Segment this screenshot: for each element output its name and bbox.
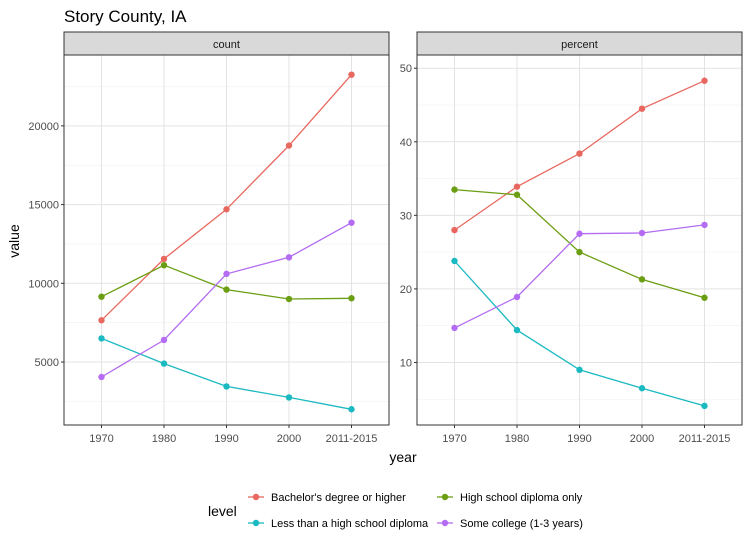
y-tick-label: 30 <box>400 210 412 222</box>
data-point <box>98 373 105 381</box>
data-point <box>576 230 583 237</box>
x-tick-label: 1990 <box>214 433 238 445</box>
x-tick-label: 1980 <box>505 433 529 445</box>
panel-percent: percent 10 20 30 40 50 1970 1980 1990 2000 2011-20… <box>400 31 743 445</box>
x-tick-label: 2011-2015 <box>679 433 731 445</box>
data-point <box>285 254 293 261</box>
legend-key-point <box>252 519 260 527</box>
data-point <box>348 71 355 78</box>
legend-key-point <box>441 493 449 501</box>
data-point <box>98 317 105 324</box>
data-point <box>701 402 708 410</box>
legend-item-high-school-diploma-only: High school diploma only <box>437 492 583 504</box>
series-less-than-a-high-school-diploma <box>98 335 355 413</box>
y-tick-label: 20 <box>400 284 412 296</box>
data-point <box>223 206 230 213</box>
y-tick-label: 15000 <box>28 200 59 212</box>
data-point <box>576 150 583 157</box>
data-point <box>285 394 293 401</box>
legend-item-bachelor-s-degree-or-higher: Bachelor's degree or higher <box>248 492 406 504</box>
data-point <box>348 406 355 413</box>
data-point <box>160 336 168 344</box>
data-point <box>513 293 521 301</box>
data-point <box>513 326 521 334</box>
data-point <box>451 324 458 332</box>
y-tick-label: 5000 <box>35 357 59 369</box>
y-tick-label: 20000 <box>28 121 59 133</box>
y-tick-label: 10000 <box>28 278 59 290</box>
panel-border <box>63 54 390 426</box>
data-point <box>451 226 458 234</box>
data-point <box>348 295 355 302</box>
data-point <box>160 360 168 367</box>
data-point <box>285 142 293 149</box>
facet-strip-label: count <box>213 39 240 51</box>
series-bachelor-s-degree-or-higher <box>451 77 708 234</box>
data-point <box>160 261 168 269</box>
legend-label: Less than a high school diploma <box>271 518 429 530</box>
legend-label: Bachelor's degree or higher <box>271 492 406 504</box>
series-some-college-1-3-years <box>451 221 708 332</box>
x-tick-label: 2000 <box>630 433 654 445</box>
legend-label: High school diploma only <box>460 492 583 504</box>
legend-label: Some college (1-3 years) <box>460 518 583 530</box>
data-point <box>348 219 355 226</box>
data-point <box>285 295 293 303</box>
legend: level Bachelor's degree or higher High sch… <box>208 492 583 530</box>
facet-panels: count 5000 10000 15000 20000 1970 1980 1990 2000… <box>28 31 743 445</box>
data-point <box>701 221 708 229</box>
data-point <box>223 286 230 293</box>
panel-border <box>416 54 743 426</box>
x-tick-label: 2000 <box>277 433 301 445</box>
data-point <box>638 105 646 112</box>
x-tick-label: 2011-2015 <box>326 433 378 445</box>
data-point <box>576 248 583 256</box>
data-point <box>513 183 521 190</box>
x-tick-label: 1980 <box>152 433 176 445</box>
data-point <box>451 257 458 265</box>
legend-item-less-than-a-high-school-diploma: Less than a high school diploma <box>248 518 429 530</box>
data-point <box>638 276 646 283</box>
y-tick-label: 40 <box>400 137 412 149</box>
chart-title: Story County, IA <box>64 7 187 26</box>
x-tick-label: 1970 <box>442 433 466 445</box>
y-tick-label: 10 <box>400 357 412 369</box>
data-point <box>451 186 458 193</box>
data-point <box>513 191 521 198</box>
x-tick-label: 1990 <box>567 433 591 445</box>
legend-item-some-college-1-3-years: Some college (1-3 years) <box>437 518 583 530</box>
data-point <box>223 270 230 278</box>
y-axis-title: value <box>6 224 22 258</box>
data-point <box>98 293 105 300</box>
legend-key-point <box>252 493 260 501</box>
series-some-college-1-3-years <box>98 219 355 381</box>
data-point <box>98 335 105 342</box>
series-bachelor-s-degree-or-higher <box>98 71 355 324</box>
data-point <box>638 229 646 237</box>
x-tick-label: 1970 <box>89 433 113 445</box>
facet-strip-label: percent <box>561 39 598 51</box>
data-point <box>701 294 708 301</box>
data-point <box>576 366 583 374</box>
data-point <box>701 77 708 84</box>
y-tick-label: 50 <box>400 63 412 75</box>
legend-key-point <box>441 519 449 527</box>
data-point <box>223 383 230 390</box>
data-point <box>160 255 168 263</box>
legend-title: level <box>208 503 237 519</box>
series-high-school-diploma-only <box>98 261 355 303</box>
panel-count: count 5000 10000 15000 20000 1970 1980 1990 2000… <box>28 31 390 445</box>
series-high-school-diploma-only <box>451 186 708 301</box>
x-axis-title: year <box>389 449 417 465</box>
data-point <box>638 385 646 392</box>
